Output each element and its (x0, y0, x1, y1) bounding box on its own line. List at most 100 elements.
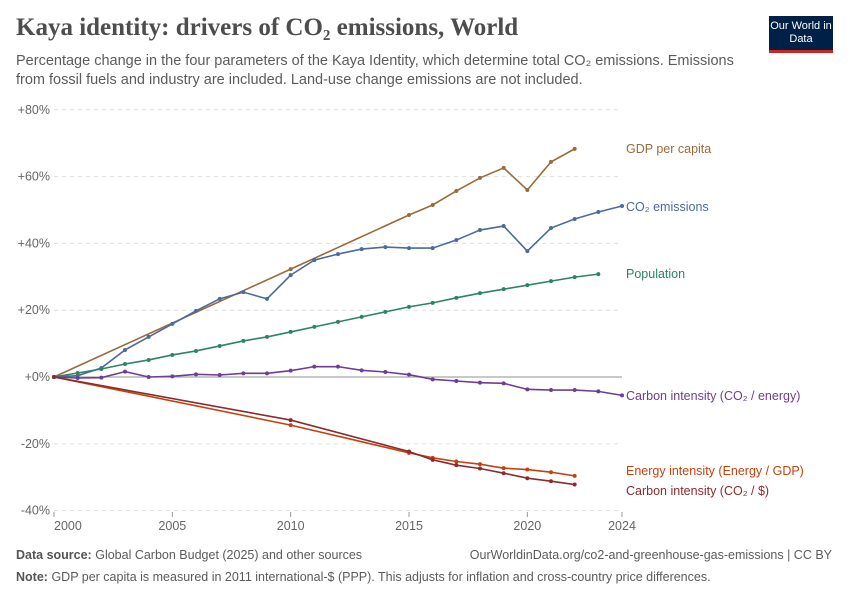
data-point (549, 226, 553, 231)
data-point (407, 450, 411, 455)
data-point (288, 267, 293, 272)
data-point (241, 290, 246, 295)
data-point (549, 159, 553, 164)
source-label: Data source: (16, 548, 92, 562)
data-point (241, 371, 246, 376)
data-point (123, 361, 127, 366)
source-text[interactable]: Global Carbon Budget (2025) and other so… (95, 548, 363, 562)
data-point (146, 375, 151, 379)
data-point (52, 375, 56, 379)
data-source: Data source: Global Carbon Budget (2025)… (16, 548, 362, 562)
data-point (572, 482, 577, 487)
source-url[interactable]: OurWorldinData.org/co2-and-greenhouse-ga… (469, 548, 832, 562)
data-point (194, 348, 198, 353)
data-point (478, 380, 482, 385)
data-point (123, 369, 127, 374)
data-point (549, 279, 553, 284)
data-point (123, 347, 127, 352)
data-point (430, 457, 435, 462)
data-point (217, 343, 222, 348)
series-label: Population (626, 267, 685, 281)
data-point (146, 334, 151, 339)
data-point (336, 364, 340, 369)
data-point (359, 314, 364, 319)
data-point (383, 369, 388, 374)
data-point (75, 373, 80, 378)
data-point (99, 365, 104, 370)
data-point (407, 213, 411, 218)
data-point (454, 295, 459, 300)
data-point (288, 418, 293, 423)
data-point (430, 246, 435, 251)
data-point (501, 466, 506, 471)
data-point (549, 470, 553, 475)
data-point (407, 304, 411, 309)
series-label: CO₂ emissions (626, 200, 709, 214)
chart-title: Kaya identity: drivers of CO₂ emissions,… (16, 14, 519, 41)
data-point (478, 466, 482, 471)
data-point (146, 357, 151, 362)
data-point (454, 463, 459, 468)
data-point (241, 338, 246, 343)
y-tick-label: +60% (18, 170, 50, 184)
data-point (454, 238, 459, 243)
data-point (501, 165, 506, 170)
data-point (501, 471, 506, 476)
data-point (430, 300, 435, 305)
data-point (170, 352, 175, 357)
data-point (52, 375, 56, 379)
logo-text: Our World in Data (770, 20, 832, 45)
data-point (572, 217, 577, 222)
series-line (53, 365, 623, 397)
data-point (359, 368, 364, 373)
x-tick-label: 2010 (277, 519, 305, 533)
data-point (52, 375, 56, 379)
data-point (336, 252, 340, 257)
data-point (596, 210, 601, 215)
note: Note: GDP per capita is measured in 2011… (16, 570, 711, 584)
data-point (596, 272, 601, 277)
data-point (478, 291, 482, 296)
y-tick-label: +20% (18, 303, 50, 317)
data-point (572, 146, 577, 151)
series-line (53, 376, 575, 486)
data-point (52, 375, 56, 379)
data-point (359, 247, 364, 252)
data-point (194, 308, 198, 313)
y-tick-label: +80% (18, 103, 50, 117)
data-point (620, 393, 624, 398)
series-line (53, 273, 599, 378)
data-point (525, 467, 530, 472)
owid-logo[interactable]: Our World in Data (769, 16, 833, 53)
x-tick-label: 2015 (395, 519, 423, 533)
data-point (194, 372, 198, 377)
data-point (265, 334, 269, 339)
data-point (217, 372, 222, 377)
data-point (454, 379, 459, 384)
chart-subtitle: Percentage change in the four parameters… (16, 53, 734, 88)
data-point (430, 202, 435, 207)
data-point (501, 381, 506, 386)
data-point (288, 368, 293, 373)
data-point (99, 375, 104, 380)
series-line (53, 376, 575, 477)
data-point (265, 296, 269, 301)
data-point (75, 370, 80, 375)
data-point (312, 324, 317, 329)
series-line (53, 148, 576, 378)
data-point (596, 389, 601, 394)
data-point (312, 258, 317, 263)
data-point (549, 479, 553, 484)
data-point (288, 329, 293, 334)
y-tick-label: -40% (21, 504, 50, 518)
series-label: Carbon intensity (CO₂ / $) (626, 484, 769, 498)
series-label: Carbon intensity (CO₂ / energy) (626, 389, 800, 403)
data-point (383, 245, 388, 250)
data-point (52, 375, 56, 379)
data-point (407, 246, 411, 251)
x-tick-label: 2000 (54, 519, 82, 533)
data-point (525, 476, 530, 481)
series-label: Energy intensity (Energy / GDP) (626, 464, 804, 478)
data-point (407, 449, 411, 454)
